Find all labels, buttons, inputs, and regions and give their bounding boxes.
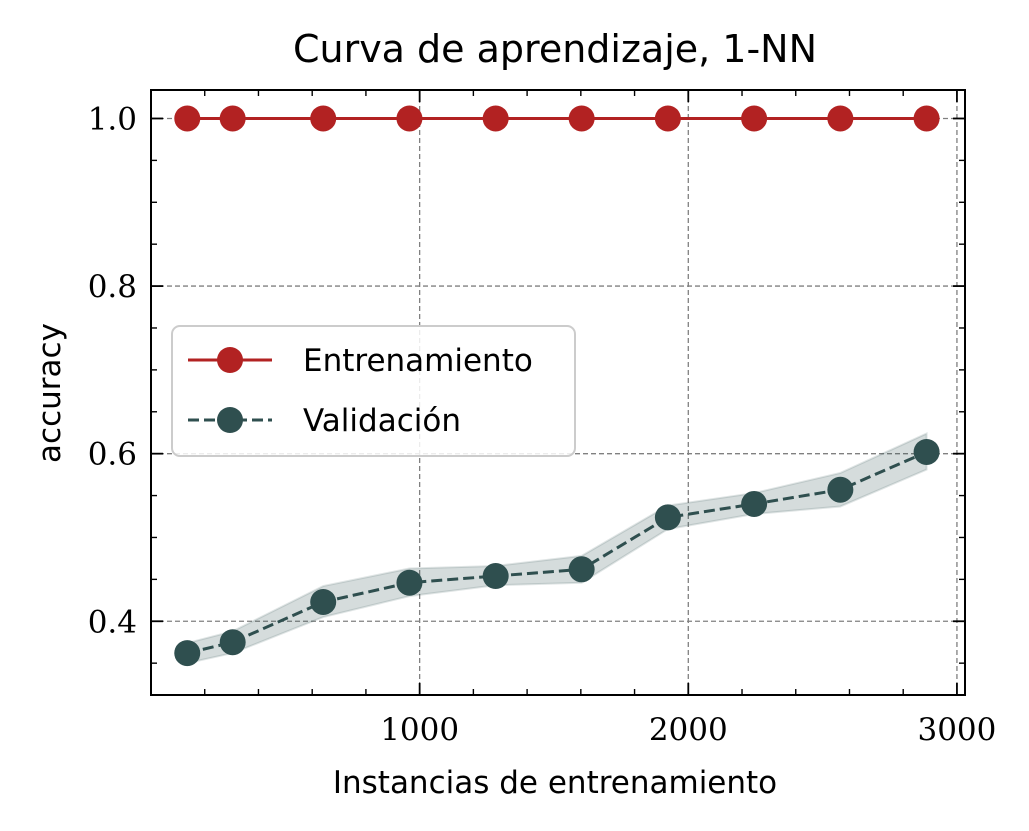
validation-std-band bbox=[186, 432, 928, 665]
point-series-0-0 bbox=[174, 105, 201, 132]
grid-lines bbox=[151, 90, 965, 695]
legend-box bbox=[171, 325, 576, 457]
y-tick-label-2: 0.8 bbox=[88, 269, 137, 305]
point-series-0-4 bbox=[482, 105, 509, 132]
point-series-1-0 bbox=[174, 640, 201, 667]
point-series-0-5 bbox=[568, 105, 595, 132]
x-axis-label: Instancias de entrenamiento bbox=[333, 765, 777, 801]
point-series-0-3 bbox=[396, 105, 423, 132]
point-series-1-9 bbox=[913, 438, 940, 465]
axis-ticks bbox=[151, 90, 965, 695]
y-tick-label-3: 1.0 bbox=[88, 101, 137, 137]
legend-label-1: Validación bbox=[303, 403, 461, 439]
series-points bbox=[174, 105, 940, 667]
x-tick-label-2: 3000 bbox=[917, 712, 996, 748]
point-series-0-1 bbox=[219, 105, 246, 132]
point-series-1-5 bbox=[568, 556, 595, 583]
band-series-1 bbox=[186, 432, 928, 665]
point-series-1-6 bbox=[654, 504, 681, 531]
point-series-0-2 bbox=[310, 105, 337, 132]
point-series-1-8 bbox=[827, 476, 854, 503]
point-series-1-2 bbox=[310, 588, 337, 615]
point-series-1-4 bbox=[482, 563, 509, 590]
plot-frame bbox=[150, 89, 966, 696]
x-tick-label-0: 1000 bbox=[380, 712, 459, 748]
legend-marker-0 bbox=[217, 347, 243, 373]
point-series-1-7 bbox=[741, 490, 768, 517]
legend: Entrenamiento Validación bbox=[171, 325, 576, 457]
line-series-1 bbox=[186, 450, 928, 655]
y-axis-label: accuracy bbox=[32, 323, 68, 463]
point-series-0-8 bbox=[827, 105, 854, 132]
legend-marker-1 bbox=[217, 407, 243, 433]
tick-labels: 1000 2000 3000 0.4 0.6 0.8 1.0 bbox=[88, 101, 997, 748]
y-tick-label-0: 0.4 bbox=[88, 604, 137, 640]
point-series-1-1 bbox=[219, 629, 246, 656]
chart-title: Curva de aprendizaje, 1-NN bbox=[293, 27, 817, 71]
point-series-0-7 bbox=[741, 105, 768, 132]
legend-label-0: Entrenamiento bbox=[303, 343, 533, 379]
point-series-1-3 bbox=[396, 569, 423, 596]
series-lines bbox=[186, 116, 928, 655]
point-series-0-6 bbox=[654, 105, 681, 132]
x-tick-label-1: 2000 bbox=[649, 712, 728, 748]
y-tick-label-1: 0.6 bbox=[88, 437, 137, 473]
point-series-0-9 bbox=[913, 105, 940, 132]
